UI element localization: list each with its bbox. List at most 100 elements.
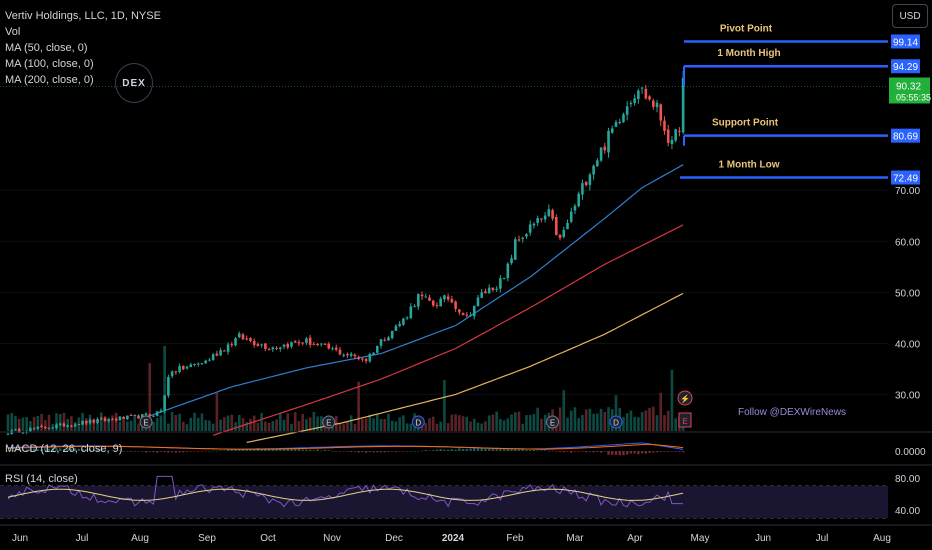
candle-body-68 <box>260 344 263 346</box>
volume-bar-11 <box>47 414 51 431</box>
macd-hist-bar-64 <box>245 449 248 451</box>
macd-hist-bar-91 <box>346 451 349 452</box>
candle-body-88 <box>334 347 338 350</box>
macd-hist-bar-123 <box>465 448 468 451</box>
macd-hist-bar-24 <box>96 449 99 451</box>
candle-body-154 <box>581 183 584 195</box>
candle-body-126 <box>476 297 480 307</box>
candle-body-116 <box>439 298 442 307</box>
volume-bar-124 <box>469 421 472 431</box>
macd-hist-bar-140 <box>529 450 532 451</box>
candle-body-140 <box>528 224 532 233</box>
candle-body-12 <box>51 427 55 429</box>
macd-hist-bar-162 <box>611 451 614 455</box>
macd-hist-bar-177 <box>667 451 670 452</box>
candle-body-110 <box>417 293 420 307</box>
candle-body-64 <box>245 338 249 340</box>
candle-body-104 <box>394 325 398 331</box>
volume-bar-58 <box>223 417 226 431</box>
volume-bar-130 <box>491 414 495 431</box>
candle-body-164 <box>618 121 622 123</box>
volume-bar-90 <box>342 424 345 431</box>
macd-hist-bar-95 <box>361 451 364 453</box>
macd-hist-bar-74 <box>282 448 286 451</box>
ma100-legend[interactable]: MA (100, close, 0) <box>5 58 94 70</box>
volume-bar-161 <box>607 407 610 431</box>
candle-body-107 <box>405 317 409 319</box>
volume-bar-47 <box>182 421 185 431</box>
macd-hist-bar-69 <box>264 448 267 451</box>
x-tick-label-8: Feb <box>506 533 524 544</box>
currency-button[interactable]: USD <box>892 4 928 28</box>
volume-bar-138 <box>521 423 525 431</box>
candle-body-150 <box>566 223 569 230</box>
candle-body-61 <box>234 338 237 346</box>
macd-hist-bar-31 <box>122 450 125 452</box>
ma200-legend[interactable]: MA (200, close, 0) <box>5 74 94 86</box>
macd-hist-bar-161 <box>607 451 610 455</box>
candle-body-73 <box>278 347 282 349</box>
candle-body-69 <box>264 343 267 349</box>
candle-body-71 <box>271 347 275 350</box>
volume-bar-150 <box>566 417 569 431</box>
macd-hist-bar-148 <box>558 451 562 452</box>
macd-hist-bar-86 <box>327 450 330 451</box>
macd-hist-bar-48 <box>185 451 189 452</box>
macd-legend[interactable]: MACD (12, 26, close, 9) <box>5 443 123 455</box>
volume-bar-140 <box>528 414 532 431</box>
macd-hist-bar-0 <box>6 450 10 452</box>
x-tick-label-9: Mar <box>566 533 584 544</box>
volume-bar-64 <box>245 422 249 431</box>
macd-hist-bar-132 <box>499 448 502 451</box>
candle-body-28 <box>111 419 114 421</box>
macd-hist-bar-166 <box>625 451 629 455</box>
volume-bar-117 <box>443 380 446 431</box>
macd-hist-bar-17 <box>70 448 73 451</box>
volume-bar-99 <box>375 413 379 431</box>
volume-bar-75 <box>286 413 290 431</box>
macd-hist-bar-78 <box>297 448 301 451</box>
volume-bar-53 <box>204 420 207 431</box>
volume-bar-128 <box>484 421 487 431</box>
macd-hist-bar-21 <box>85 448 88 451</box>
candle-body-129 <box>487 287 491 294</box>
volume-bar-156 <box>588 408 592 431</box>
ma50-legend[interactable]: MA (50, close, 0) <box>5 42 88 54</box>
rsi-legend[interactable]: RSI (14, close) <box>5 473 78 485</box>
candle-body-128 <box>484 291 487 294</box>
volume-bar-119 <box>450 414 454 431</box>
candle-body-130 <box>491 287 495 291</box>
volume-bar-157 <box>592 413 595 431</box>
macd-hist-bar-70 <box>267 448 271 451</box>
flash-event-symbol: ⚡ <box>680 394 690 404</box>
candle-body-139 <box>525 234 528 237</box>
volume-legend[interactable]: Vol <box>5 26 21 38</box>
candle-body-89 <box>338 349 342 355</box>
macd-hist-bar-144 <box>543 450 547 451</box>
macd-hist-bar-47 <box>182 451 185 453</box>
candle-body-35 <box>137 415 140 419</box>
candle-body-94 <box>357 356 360 360</box>
volume-bar-93 <box>353 423 357 431</box>
candle-body-27 <box>107 419 111 421</box>
volume-bar-98 <box>372 418 375 431</box>
ma200-line <box>246 292 684 443</box>
volume-bar-71 <box>271 421 275 431</box>
macd-hist-bar-159 <box>599 451 603 453</box>
macd-hist-bar-19 <box>77 448 81 451</box>
candle-body-37 <box>144 413 148 415</box>
macd-hist-bar-107 <box>405 451 409 452</box>
macd-hist-bar-43 <box>167 451 170 453</box>
macd-hist-bar-2 <box>14 449 17 451</box>
candle-body-24 <box>96 419 99 423</box>
volume-bar-177 <box>666 410 670 431</box>
macd-hist-bar-25 <box>100 449 103 451</box>
macd-hist-bar-99 <box>376 451 379 453</box>
candle-body-166 <box>625 106 629 115</box>
candle-body-95 <box>361 358 364 360</box>
volume-bar-31 <box>122 416 125 431</box>
volume-bar-122 <box>461 416 465 431</box>
macd-hist-bar-156 <box>588 451 592 452</box>
symbol-legend-title[interactable]: Vertiv Holdings, LLC, 1D, NYSE <box>5 10 161 22</box>
